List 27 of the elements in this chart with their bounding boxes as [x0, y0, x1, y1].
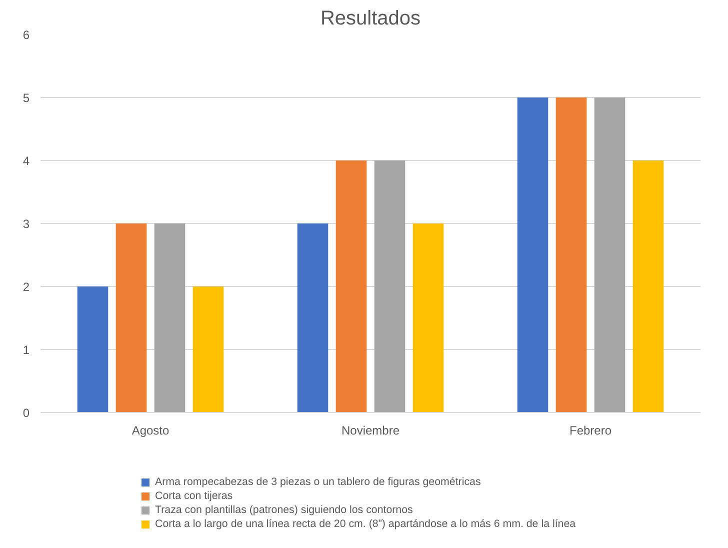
y-tick-label: 6 — [22, 28, 30, 42]
bar — [192, 286, 224, 412]
y-tick-label: 5 — [22, 91, 30, 105]
bar — [297, 224, 328, 412]
y-tick-label: 1 — [22, 343, 30, 357]
legend-label: Arma rompecabezas de 3 piezas o un tablero de figuras geométricas — [155, 476, 481, 488]
bar — [336, 160, 367, 412]
y-tick-label: 0 — [22, 406, 30, 420]
legend-label: Traza con plantillas (patrones) siguiendo los contornos — [155, 504, 413, 516]
bar — [556, 98, 587, 412]
legend-label: Corta con tijeras — [155, 490, 233, 502]
bar — [517, 98, 548, 412]
bar — [374, 160, 406, 412]
bar — [632, 160, 664, 412]
chart-title: Resultados — [320, 8, 421, 30]
legend-label: Corta a lo largo de una línea recta de 20 cm. (8”) apartándose a lo más 6 mm. de la línea — [155, 518, 576, 530]
x-tick-label: Noviembre — [341, 424, 400, 438]
bar — [412, 224, 444, 412]
bar — [77, 286, 108, 412]
y-tick-label: 4 — [22, 154, 30, 168]
y-tick-label: 2 — [22, 280, 30, 294]
bar — [116, 224, 147, 412]
x-tick-label: Febrero — [569, 424, 612, 438]
bar — [154, 224, 186, 412]
y-tick-label: 3 — [22, 217, 30, 231]
x-tick-label: Agosto — [132, 424, 170, 438]
bar — [594, 98, 626, 412]
